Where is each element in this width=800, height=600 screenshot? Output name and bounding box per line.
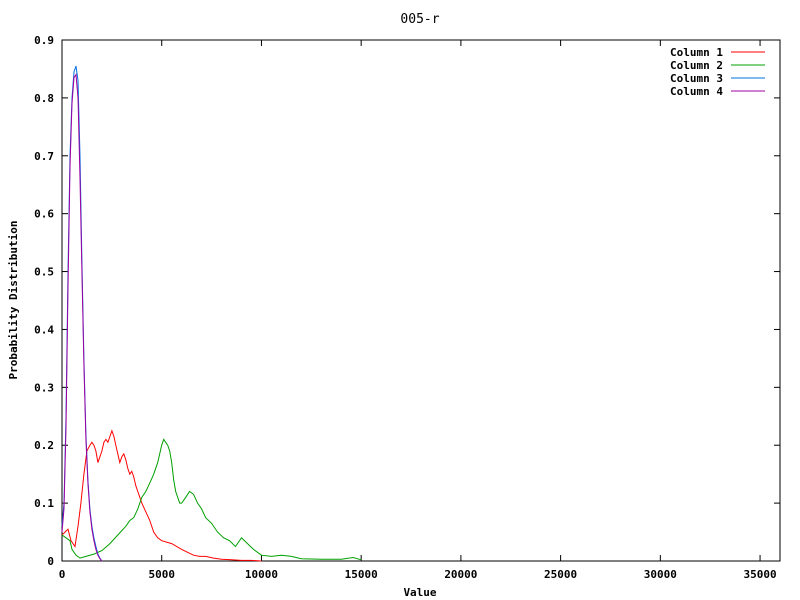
series-line-column-2 bbox=[61, 438, 362, 561]
y-tick-label-1: 0.1 bbox=[34, 497, 54, 510]
legend-label-column-4: Column 4 bbox=[670, 85, 723, 98]
x-tick-label-6: 30000 bbox=[644, 568, 677, 581]
x-tick-label-4: 20000 bbox=[444, 568, 477, 581]
axis-ticks: 0 5000 10000 15000 20000 25000 30000 35000 0 0.1 0… bbox=[34, 34, 780, 581]
y-tick-label-4: 0.4 bbox=[34, 323, 54, 336]
y-axis-label: Probability Distribution bbox=[7, 221, 20, 380]
legend-label-column-2: Column 2 bbox=[670, 59, 723, 72]
y-tick-label-8: 0.8 bbox=[34, 92, 54, 105]
y-tick-label-9: 0.9 bbox=[34, 34, 54, 47]
x-axis-label: Value bbox=[403, 586, 436, 599]
chart-title: 005-r bbox=[400, 12, 439, 27]
series-line-column-4 bbox=[61, 73, 103, 562]
x-tick-label-7: 35000 bbox=[743, 568, 776, 581]
y-tick-label-3: 0.3 bbox=[34, 381, 54, 394]
x-tick-label-5: 25000 bbox=[544, 568, 577, 581]
x-tick-label-1: 5000 bbox=[148, 568, 175, 581]
legend-label-column-1: Column 1 bbox=[670, 46, 723, 59]
x-tick-label-0: 0 bbox=[59, 568, 66, 581]
x-tick-label-2: 10000 bbox=[245, 568, 278, 581]
y-tick-label-5: 0.5 bbox=[34, 266, 54, 279]
series-lines bbox=[61, 65, 362, 562]
plot-frame bbox=[61, 39, 781, 562]
legend-label-column-3: Column 3 bbox=[670, 72, 723, 85]
y-tick-label-6: 0.6 bbox=[34, 208, 54, 221]
y-tick-label-0: 0 bbox=[47, 555, 54, 568]
series-line-column-1 bbox=[61, 429, 262, 562]
y-tick-label-2: 0.2 bbox=[34, 439, 54, 452]
y-tick-label-7: 0.7 bbox=[34, 150, 54, 163]
x-tick-label-3: 15000 bbox=[345, 568, 378, 581]
